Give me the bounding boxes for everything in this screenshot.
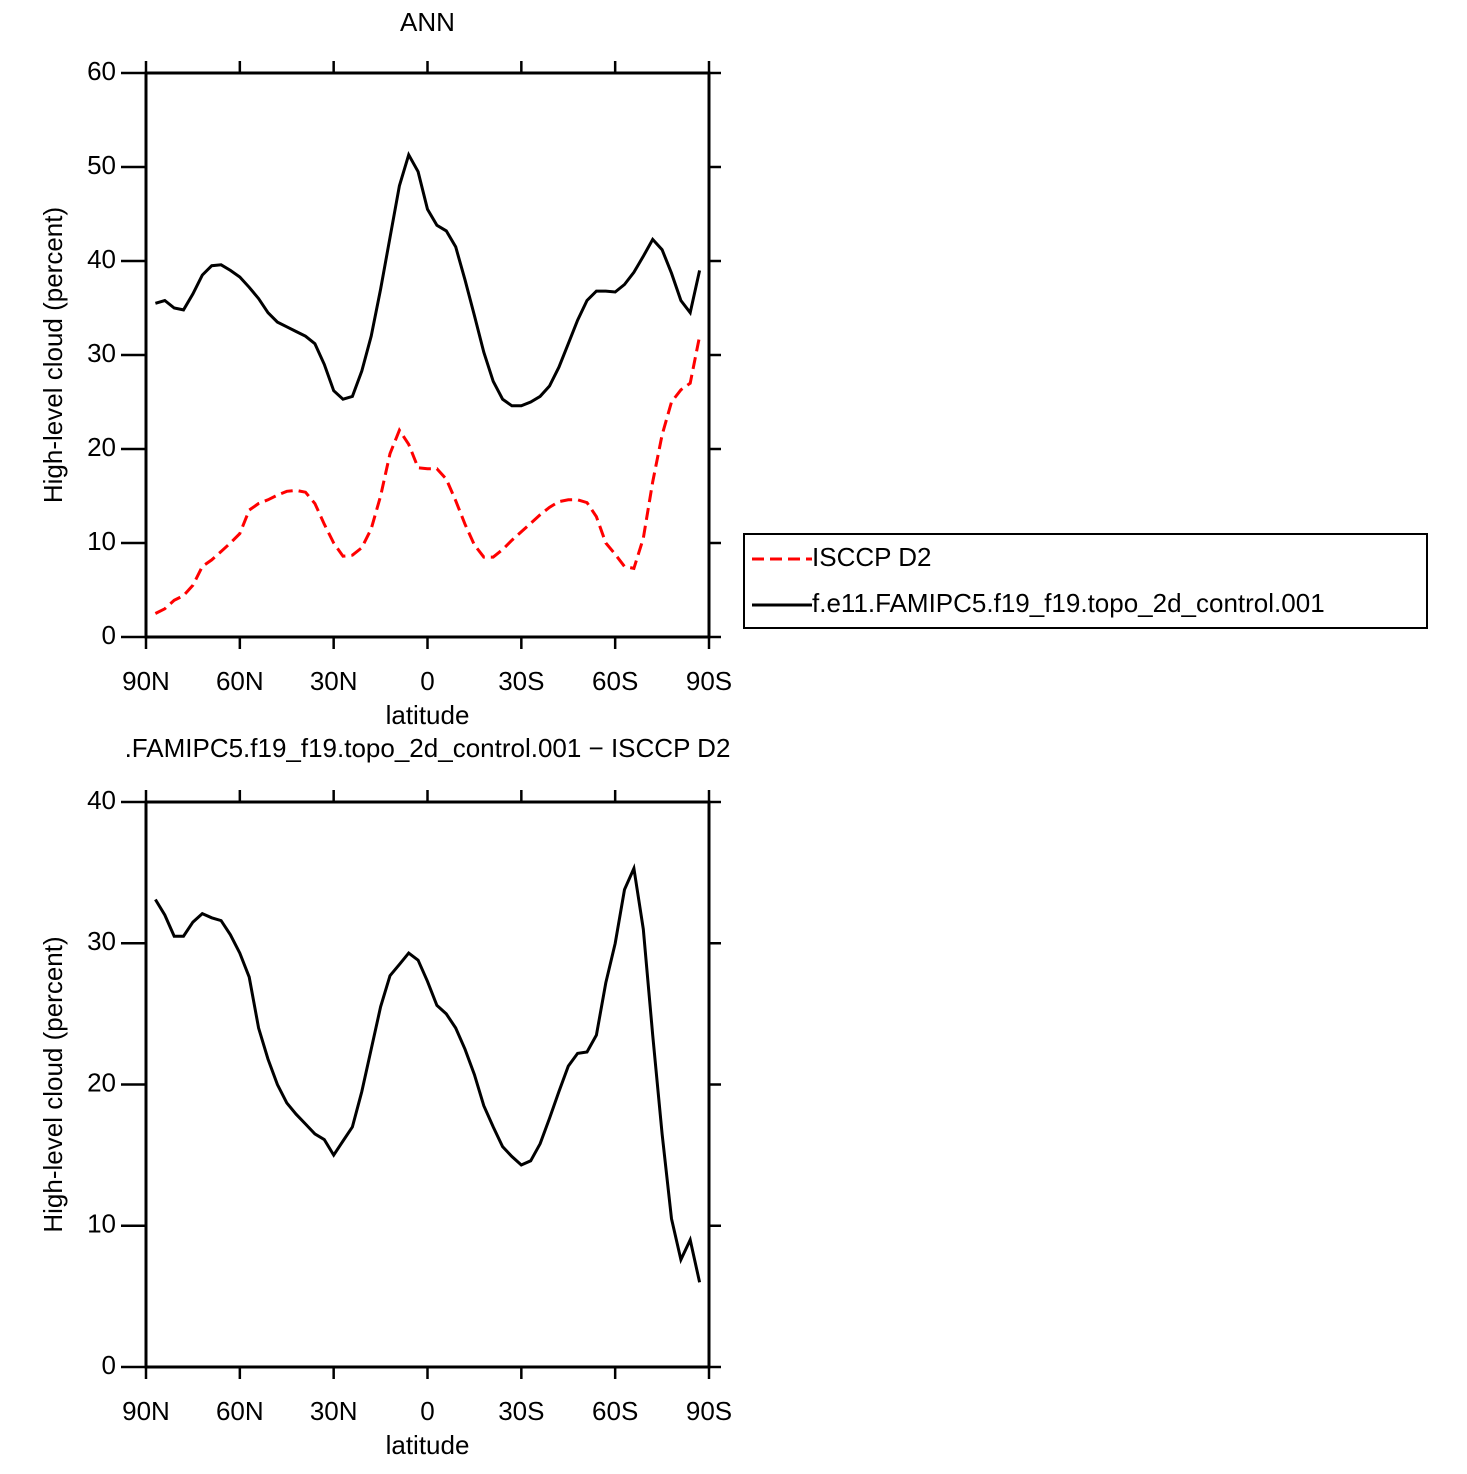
y-tick-label: 40 <box>87 785 116 815</box>
chart-title: .FAMIPC5.f19_f19.topo_2d_control.001 − I… <box>125 733 731 763</box>
x-axis-label: latitude <box>386 1430 470 1460</box>
x-tick-label: 60S <box>592 666 638 696</box>
y-tick-label: 40 <box>87 244 116 274</box>
y-tick-label: 30 <box>87 926 116 956</box>
y-tick-label: 10 <box>87 526 116 556</box>
legend-label: ISCCP D2 <box>812 542 931 572</box>
x-tick-label: 90S <box>686 666 732 696</box>
legend-box <box>743 533 1428 629</box>
x-tick-label: 90S <box>686 1396 732 1426</box>
x-tick-label: 0 <box>420 1396 434 1426</box>
y-axis-label: High-level cloud (percent) <box>38 936 68 1232</box>
x-axis-label: latitude <box>386 700 470 730</box>
y-tick-label: 60 <box>87 56 116 86</box>
y-tick-label: 10 <box>87 1209 116 1239</box>
y-tick-label: 0 <box>102 1350 116 1380</box>
y-tick-label: 0 <box>102 620 116 650</box>
y-tick-label: 20 <box>87 432 116 462</box>
y-axis-label: High-level cloud (percent) <box>38 207 68 503</box>
y-tick-label: 30 <box>87 338 116 368</box>
x-tick-label: 30N <box>310 666 358 696</box>
x-tick-label: 0 <box>420 666 434 696</box>
x-tick-label: 30S <box>498 666 544 696</box>
data-line <box>154 150 702 408</box>
x-tick-label: 30S <box>498 1396 544 1426</box>
x-tick-label: 60N <box>216 666 264 696</box>
legend-label: f.e11.FAMIPC5.f19_f19.topo_2d_control.00… <box>812 588 1325 618</box>
x-tick-label: 60S <box>592 1396 638 1426</box>
x-tick-label: 60N <box>216 1396 264 1426</box>
x-tick-label: 30N <box>310 1396 358 1426</box>
chart-title: ANN <box>400 7 455 37</box>
data-line <box>154 335 702 615</box>
x-tick-label: 90N <box>122 1396 170 1426</box>
x-tick-label: 90N <box>122 666 170 696</box>
data-line <box>154 863 702 1283</box>
y-tick-label: 50 <box>87 150 116 180</box>
plot-frame <box>144 71 711 639</box>
y-tick-label: 20 <box>87 1067 116 1097</box>
